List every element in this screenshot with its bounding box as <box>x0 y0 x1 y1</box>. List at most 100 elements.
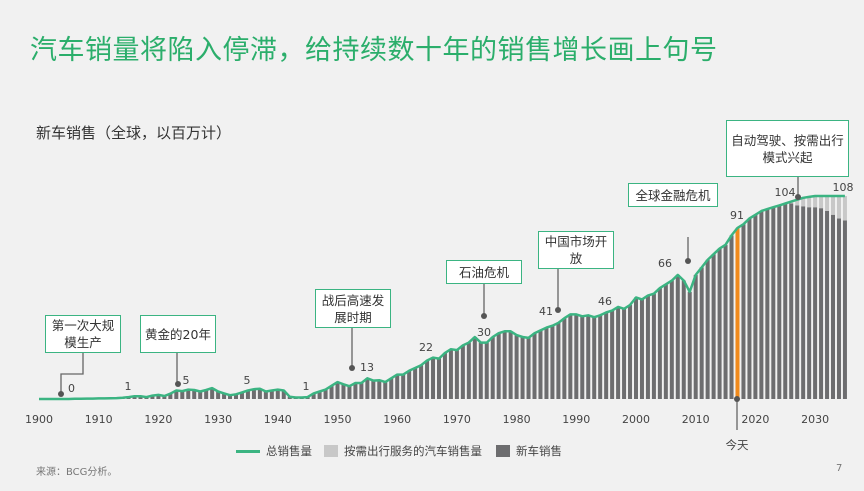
bar-new-car <box>281 390 286 399</box>
bar-new-car <box>514 335 519 399</box>
bar-mobility <box>795 199 800 206</box>
marker-dot <box>175 381 181 387</box>
bar-new-car <box>550 325 555 399</box>
marker-dot <box>685 258 691 264</box>
bar-new-car <box>813 207 818 399</box>
bar-new-car <box>150 395 155 399</box>
bar-new-car <box>239 392 244 399</box>
marker-dot <box>795 194 801 200</box>
data-label: 5 <box>244 374 251 387</box>
marker-dot <box>58 391 64 397</box>
marker-dot <box>349 365 355 371</box>
page-number: 7 <box>836 463 843 474</box>
bar-new-car <box>568 314 573 399</box>
bar-new-car <box>186 389 191 399</box>
bar-new-car <box>705 259 710 399</box>
bar-new-car <box>407 370 412 399</box>
bar-new-car <box>669 280 674 399</box>
source-note: 来源：BCG分析。 <box>36 467 118 478</box>
legend-label: 按需出行服务的汽车销售量 <box>344 444 482 458</box>
bar-new-car <box>723 244 728 399</box>
bar-new-car <box>675 274 680 399</box>
bar-mobility <box>819 195 824 209</box>
bar-new-car <box>442 352 447 399</box>
callout-golden-20-years: 黄金的20年 <box>140 315 216 353</box>
bar-new-car <box>245 390 250 399</box>
bar-mobility <box>807 196 812 208</box>
bar-mobility <box>813 195 818 208</box>
bar-new-car <box>496 333 501 399</box>
bar-new-car <box>395 374 400 399</box>
bar-new-car <box>699 267 704 399</box>
bar-new-car <box>132 396 137 399</box>
bar-new-car <box>586 315 591 399</box>
x-tick-label: 1970 <box>443 413 471 426</box>
bar-new-car <box>532 333 537 399</box>
x-tick-label: 2020 <box>741 413 769 426</box>
bar-new-car <box>335 382 340 399</box>
data-label: 41 <box>539 305 553 318</box>
bar-new-car <box>604 312 609 399</box>
data-label: 91 <box>730 209 744 222</box>
bar-new-car <box>556 322 561 399</box>
data-label: 0 <box>68 382 75 395</box>
bar-new-car <box>365 378 370 399</box>
bar-new-car <box>425 360 430 399</box>
bar-new-car <box>502 331 507 399</box>
marker-dot <box>734 396 740 402</box>
bar-new-car <box>401 374 406 399</box>
bar-new-car <box>681 280 686 399</box>
bar-new-car <box>180 391 185 399</box>
callout-oil-crisis: 石油危机 <box>446 260 522 284</box>
bar-new-car <box>198 391 203 399</box>
data-label: 13 <box>360 361 374 374</box>
bar-new-car <box>759 211 764 399</box>
bar-new-car <box>634 297 638 399</box>
bar-new-car <box>472 336 477 399</box>
bar-new-car <box>263 391 268 399</box>
bar-new-car <box>580 316 585 399</box>
bar-new-car <box>610 310 615 399</box>
bar-new-car <box>204 389 209 399</box>
bar-new-car <box>228 395 233 399</box>
bar-new-car <box>478 342 483 399</box>
bar-new-car <box>448 349 453 399</box>
bar-new-car <box>777 205 782 399</box>
bar-new-car <box>275 389 280 399</box>
bar-new-car <box>162 395 167 399</box>
bar-new-car <box>323 389 328 399</box>
bar-mobility <box>842 195 847 221</box>
bar-mobility <box>836 195 841 219</box>
callout-postwar-growth: 战后高速发展时期 <box>315 289 391 328</box>
bar-new-car <box>520 336 525 399</box>
bar-today <box>735 227 740 399</box>
data-label: 1 <box>303 380 310 393</box>
data-label: 46 <box>598 295 612 308</box>
data-label: 108 <box>833 181 854 194</box>
callout-financial-crisis: 全球金融危机 <box>628 183 718 207</box>
legend-line-swatch <box>236 449 260 453</box>
legend-total: 总销售量 <box>236 443 312 459</box>
bar-new-car <box>436 358 441 399</box>
bar-new-car <box>454 350 459 399</box>
bar-new-car <box>645 295 650 399</box>
callout-autonomous-mobility: 自动驾驶、按需出行模式兴起 <box>726 120 849 177</box>
bar-new-car <box>729 235 734 399</box>
bar-new-car <box>222 393 227 399</box>
bar-mobility <box>825 195 830 211</box>
bar-new-car <box>711 254 716 399</box>
total-sales-line <box>39 194 845 401</box>
bar-new-car <box>389 378 394 399</box>
bar-new-car <box>359 383 364 399</box>
bar-new-car <box>747 218 752 399</box>
bar-new-car <box>825 211 830 399</box>
bar-new-car <box>819 208 824 399</box>
bar-new-car <box>598 315 603 399</box>
bar-new-car <box>210 388 215 399</box>
legend-new-car: 新车销售 <box>496 443 562 459</box>
bar-new-car <box>216 391 221 399</box>
bar-new-car <box>622 308 627 399</box>
data-label: 66 <box>658 257 672 270</box>
bar-new-car <box>508 331 513 399</box>
bar-new-car <box>251 389 256 399</box>
